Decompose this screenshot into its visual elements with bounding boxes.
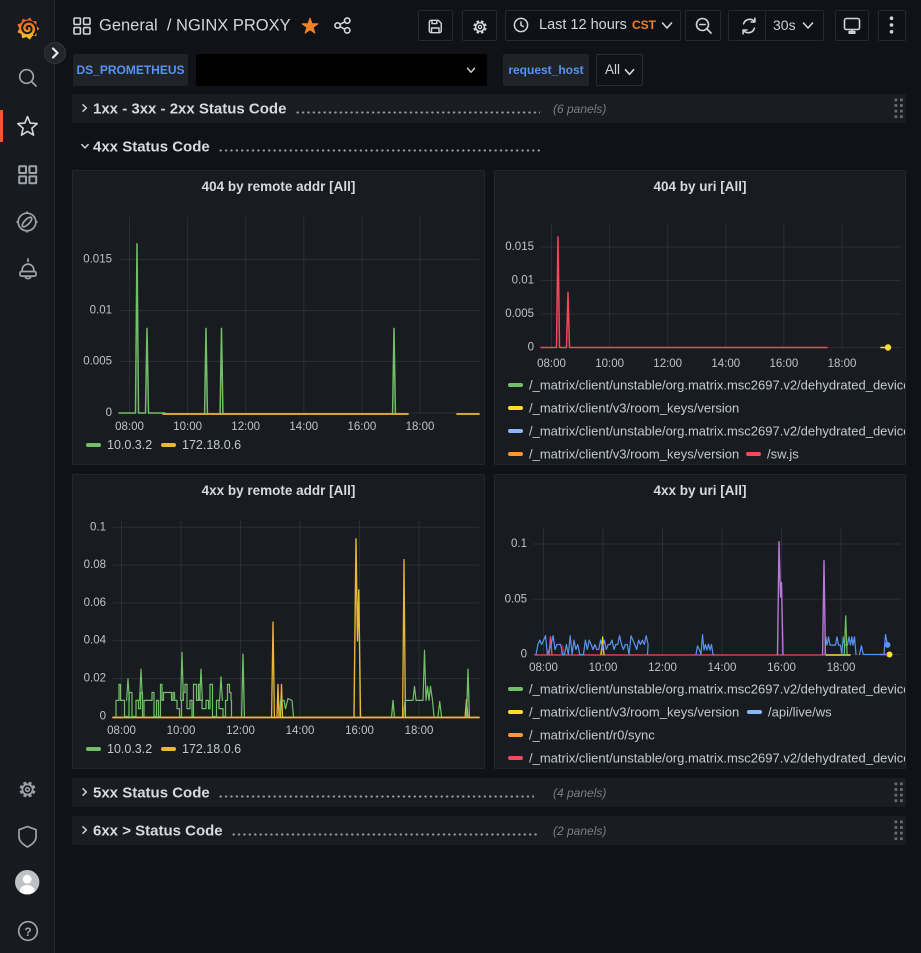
svg-text:0: 0 <box>100 711 106 723</box>
svg-text:0: 0 <box>521 649 527 661</box>
svg-text:12:00: 12:00 <box>226 725 255 737</box>
svg-text:0.06: 0.06 <box>84 597 106 609</box>
svg-text:0: 0 <box>528 342 534 354</box>
svg-text:/api/live/ws: /api/live/ws <box>768 705 832 720</box>
svg-text:/sw.js: /sw.js <box>767 447 799 462</box>
svg-text:0.08: 0.08 <box>84 559 106 571</box>
svg-text:14:00: 14:00 <box>708 662 737 674</box>
svg-text:/_matrix/client/unstable/org.m: /_matrix/client/unstable/org.matrix.msc2… <box>529 682 905 697</box>
svg-text:/_matrix/client/v3/room_keys/v: /_matrix/client/v3/room_keys/version <box>529 401 739 416</box>
svg-text:0.1: 0.1 <box>511 538 527 550</box>
svg-text:08:00: 08:00 <box>107 725 136 737</box>
svg-text:?: ? <box>24 925 31 939</box>
svg-text:18:00: 18:00 <box>406 421 435 433</box>
svg-text:16:00: 16:00 <box>770 358 799 370</box>
svg-text:16:00: 16:00 <box>345 725 374 737</box>
svg-text:0.005: 0.005 <box>83 356 112 368</box>
svg-text:14:00: 14:00 <box>711 358 740 370</box>
svg-text:0.005: 0.005 <box>505 308 534 320</box>
svg-text:/_matrix/client/r0/sync: /_matrix/client/r0/sync <box>529 728 655 743</box>
svg-text:10:00: 10:00 <box>173 421 202 433</box>
svg-text:0.1: 0.1 <box>90 521 106 533</box>
svg-text:/_matrix/client/unstable/org.m: /_matrix/client/unstable/org.matrix.msc2… <box>529 378 905 393</box>
svg-text:14:00: 14:00 <box>286 725 315 737</box>
svg-text:16:00: 16:00 <box>767 662 796 674</box>
svg-text:0.015: 0.015 <box>505 241 534 253</box>
svg-text:0.01: 0.01 <box>512 275 534 287</box>
svg-text:172.18.0.6: 172.18.0.6 <box>182 438 241 452</box>
svg-text:16:00: 16:00 <box>348 421 377 433</box>
svg-text:10:00: 10:00 <box>595 358 624 370</box>
svg-text:10.0.3.2: 10.0.3.2 <box>107 742 152 756</box>
svg-text:0: 0 <box>106 407 112 419</box>
svg-text:/_matrix/client/v3/room_keys/v: /_matrix/client/v3/room_keys/version <box>529 705 739 720</box>
svg-text:18:00: 18:00 <box>405 725 434 737</box>
svg-text:10.0.3.2: 10.0.3.2 <box>107 438 152 452</box>
svg-text:14:00: 14:00 <box>289 421 318 433</box>
svg-text:08:00: 08:00 <box>115 421 144 433</box>
svg-text:0.01: 0.01 <box>90 305 112 317</box>
svg-text:08:00: 08:00 <box>537 358 566 370</box>
svg-text:0.015: 0.015 <box>83 254 112 266</box>
svg-text:/_matrix/client/unstable/org.m: /_matrix/client/unstable/org.matrix.msc2… <box>529 751 905 766</box>
svg-text:0.02: 0.02 <box>84 673 106 685</box>
svg-text:12:00: 12:00 <box>653 358 682 370</box>
svg-text:0.05: 0.05 <box>505 593 527 605</box>
svg-text:0.04: 0.04 <box>84 635 107 647</box>
svg-text:10:00: 10:00 <box>589 662 618 674</box>
svg-text:18:00: 18:00 <box>827 662 856 674</box>
svg-text:12:00: 12:00 <box>648 662 677 674</box>
svg-text:/_matrix/client/unstable/org.m: /_matrix/client/unstable/org.matrix.msc2… <box>529 424 905 439</box>
svg-text:10:00: 10:00 <box>167 725 196 737</box>
svg-text:/_matrix/client/v3/room_keys/v: /_matrix/client/v3/room_keys/version <box>529 447 739 462</box>
svg-text:12:00: 12:00 <box>231 421 260 433</box>
svg-text:18:00: 18:00 <box>828 358 857 370</box>
svg-text:172.18.0.6: 172.18.0.6 <box>182 742 241 756</box>
svg-text:08:00: 08:00 <box>529 662 558 674</box>
